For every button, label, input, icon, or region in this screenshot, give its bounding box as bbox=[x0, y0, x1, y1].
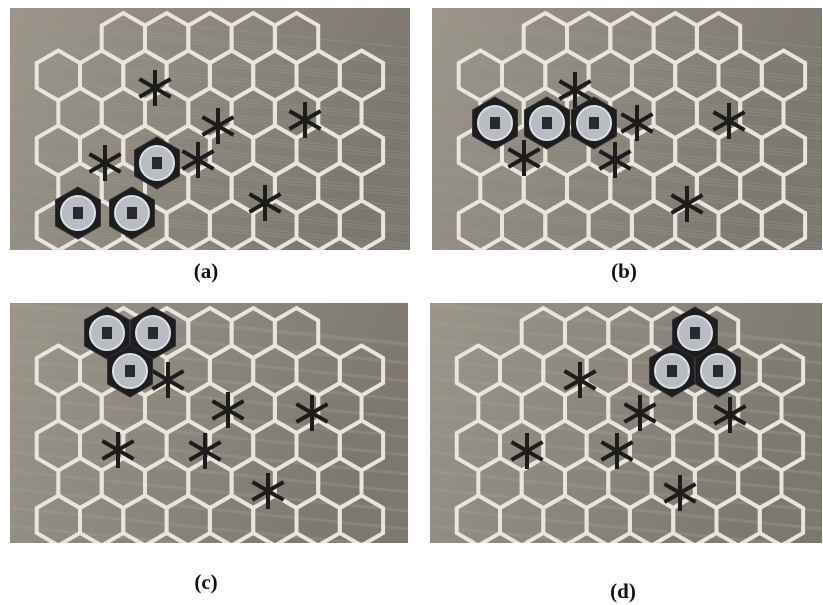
robot-chip bbox=[490, 117, 500, 129]
photo-panel bbox=[430, 303, 822, 567]
robot-chip bbox=[152, 157, 162, 169]
figure: (a) (b) (c) (d) bbox=[0, 0, 823, 605]
photo-panel bbox=[432, 8, 822, 287]
photo-panel bbox=[10, 303, 408, 567]
robot-chip bbox=[542, 117, 552, 129]
caption: (d) bbox=[610, 579, 636, 603]
robot-chip bbox=[125, 365, 135, 377]
robot-chip bbox=[73, 207, 83, 219]
robot-chip bbox=[713, 365, 723, 377]
robot-chip bbox=[589, 117, 599, 129]
robot-chip bbox=[667, 365, 677, 377]
robot-chip bbox=[690, 327, 700, 339]
robot-chip bbox=[148, 327, 158, 339]
photo-panel bbox=[10, 8, 410, 287]
robot-chip bbox=[127, 207, 137, 219]
caption: (c) bbox=[194, 570, 217, 594]
robot-chip bbox=[102, 327, 112, 339]
caption: (a) bbox=[194, 259, 219, 283]
caption: (b) bbox=[611, 259, 637, 283]
